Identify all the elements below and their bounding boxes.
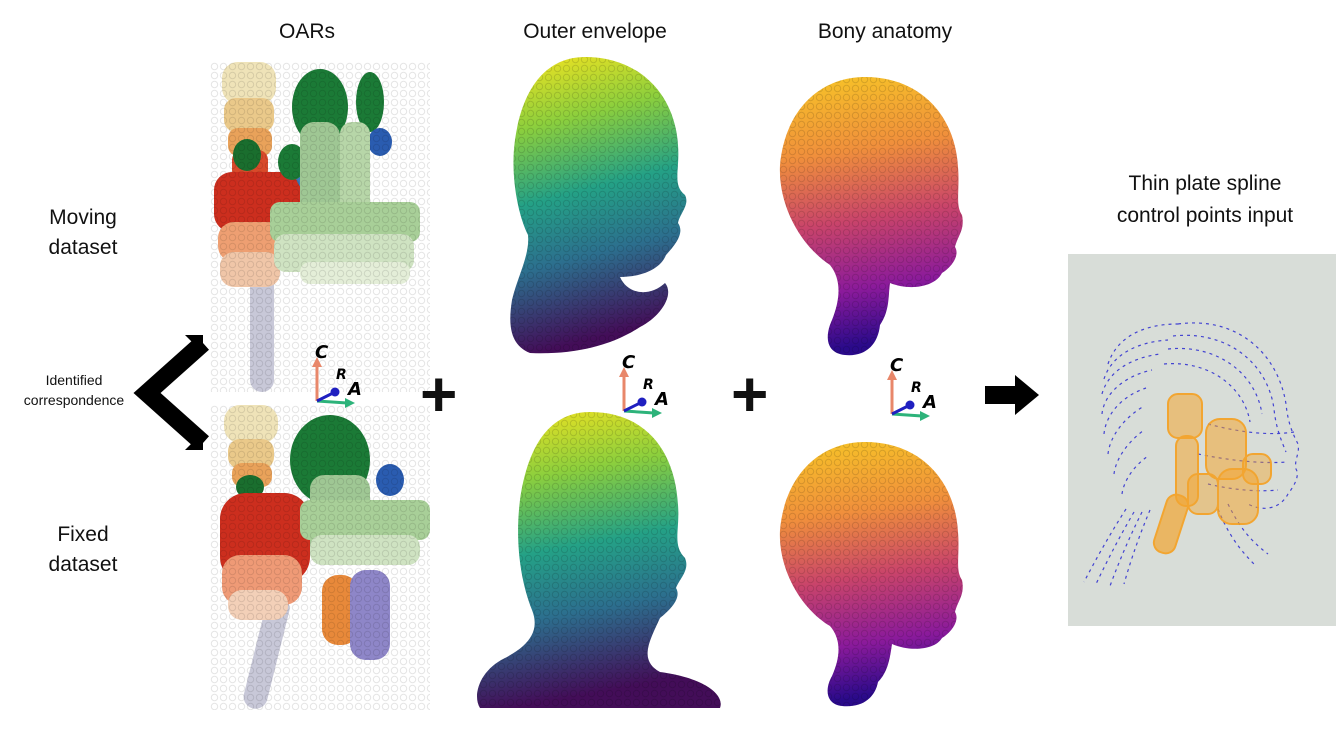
row-label-moving: Moving dataset bbox=[18, 203, 148, 263]
row-label-moving-line2: dataset bbox=[48, 236, 118, 259]
column-title-oars: OARs bbox=[278, 20, 335, 43]
row-label-fixed-line2: dataset bbox=[48, 553, 118, 576]
axis-label-r: R bbox=[336, 367, 347, 383]
axis-label-c: C bbox=[890, 355, 904, 376]
axis-label-r: R bbox=[643, 377, 654, 393]
row-label-fixed-line1: Fixed bbox=[57, 523, 109, 546]
outer-envelope-moving-render bbox=[510, 57, 687, 354]
tps-control-points-render bbox=[1083, 322, 1300, 587]
column-title-outer-envelope: Outer envelope bbox=[523, 20, 667, 43]
axis-label-c: C bbox=[622, 352, 636, 373]
axis-label-c: C bbox=[315, 342, 329, 363]
axis-label-a: A bbox=[653, 389, 669, 410]
outer-envelope-fixed-render bbox=[477, 412, 721, 708]
axis-triad-bony: C R A bbox=[887, 355, 937, 421]
oars-fixed-render bbox=[210, 405, 430, 710]
bony-anatomy-moving-render bbox=[779, 77, 963, 356]
row-label-moving-line1: Moving bbox=[49, 206, 117, 229]
right-arrow-icon bbox=[985, 375, 1039, 415]
correspondence-label-line2: correspondence bbox=[23, 392, 125, 408]
tps-title-line2: control points input bbox=[1116, 204, 1294, 227]
plus-operator-2: + bbox=[731, 358, 769, 430]
plus-operator-1: + bbox=[420, 358, 458, 430]
tps-control-points-panel bbox=[1068, 254, 1336, 626]
bidirectional-arrow-icon bbox=[133, 335, 209, 450]
axis-label-a: A bbox=[921, 392, 937, 413]
axis-label-a: A bbox=[346, 379, 362, 400]
axis-label-r: R bbox=[911, 380, 922, 396]
oars-moving-render bbox=[210, 62, 430, 392]
correspondence-label: Identified correspondence bbox=[0, 370, 148, 410]
correspondence-label-line1: Identified bbox=[45, 372, 103, 388]
axis-triad-oars: C R A bbox=[312, 342, 362, 408]
axis-triad-envelope: C R A bbox=[619, 352, 669, 418]
bony-anatomy-fixed-render bbox=[779, 442, 963, 707]
tps-title-line1: Thin plate spline bbox=[1128, 172, 1282, 195]
tps-title: Thin plate spline control points input bbox=[1075, 168, 1335, 232]
row-label-fixed: Fixed dataset bbox=[18, 520, 148, 580]
column-title-bony-anatomy: Bony anatomy bbox=[817, 20, 953, 43]
